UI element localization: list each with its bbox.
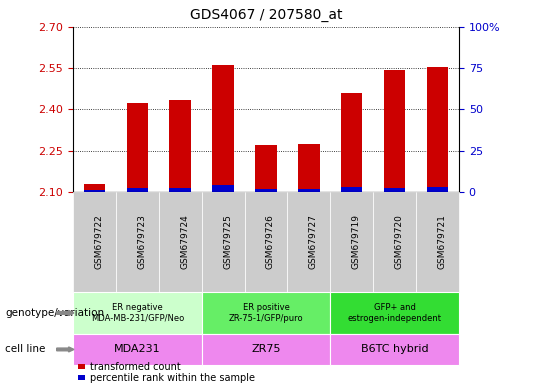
Bar [427, 67, 448, 192]
Text: GSM679725: GSM679725 [223, 215, 232, 269]
Text: GSM679723: GSM679723 [137, 215, 146, 269]
Bar [384, 70, 406, 192]
Bar [84, 190, 105, 192]
Bar [298, 189, 320, 192]
Text: ER positive
ZR-75-1/GFP/puro: ER positive ZR-75-1/GFP/puro [228, 303, 303, 323]
Bar [427, 187, 448, 192]
Text: cell line: cell line [5, 344, 46, 354]
Text: MDA231: MDA231 [114, 344, 160, 354]
Bar [255, 145, 276, 192]
Bar [384, 188, 406, 192]
Bar [126, 188, 148, 192]
Bar [170, 100, 191, 192]
Bar [341, 93, 362, 192]
Text: GSM679727: GSM679727 [309, 215, 318, 269]
Text: GFP+ and
estrogen-independent: GFP+ and estrogen-independent [348, 303, 442, 323]
Text: GSM679724: GSM679724 [180, 215, 189, 269]
Text: percentile rank within the sample: percentile rank within the sample [90, 372, 255, 383]
Text: GSM679719: GSM679719 [352, 214, 361, 270]
Bar [170, 188, 191, 192]
Bar [126, 103, 148, 192]
Bar [212, 185, 234, 192]
Bar [84, 184, 105, 192]
Text: ZR75: ZR75 [251, 344, 281, 354]
Text: transformed count: transformed count [90, 362, 180, 372]
Bar [212, 65, 234, 192]
Text: GSM679720: GSM679720 [395, 215, 403, 269]
Bar [298, 144, 320, 192]
Bar [341, 187, 362, 192]
Text: GSM679721: GSM679721 [437, 215, 447, 269]
Text: GSM679726: GSM679726 [266, 215, 275, 269]
Title: GDS4067 / 207580_at: GDS4067 / 207580_at [190, 8, 342, 22]
Bar [255, 189, 276, 192]
Text: ER negative
MDA-MB-231/GFP/Neo: ER negative MDA-MB-231/GFP/Neo [91, 303, 184, 323]
Text: B6TC hybrid: B6TC hybrid [361, 344, 428, 354]
Text: GSM679722: GSM679722 [94, 215, 103, 269]
Text: genotype/variation: genotype/variation [5, 308, 105, 318]
